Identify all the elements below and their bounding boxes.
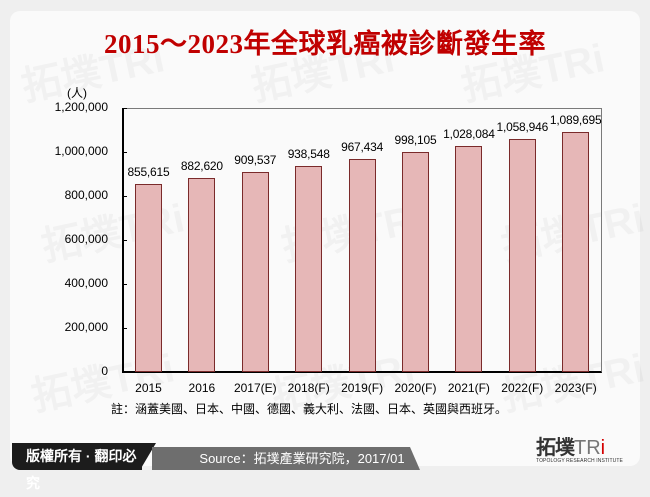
bar-2022(F) [508, 139, 536, 372]
bar-2023(F) [562, 132, 590, 372]
bar-value-label: 938,548 [287, 146, 330, 161]
y-tick-mark [122, 108, 127, 109]
x-tick-label: 2017(E) [233, 381, 277, 395]
bar-2016 [188, 177, 216, 372]
y-tick-label: 200,000 [64, 320, 108, 334]
y-tick-mark [122, 284, 127, 285]
y-tick-mark [122, 196, 127, 197]
x-tick-label: 2023(F) [554, 381, 597, 395]
chart-title: 2015～2023年全球乳癌被診斷發生率 [104, 29, 546, 59]
bar-value-label: 909,537 [234, 152, 277, 167]
y-tick-label: 0 [101, 364, 108, 378]
y-tick-mark [122, 152, 127, 153]
logo-subtitle: TOPOLOGY RESEARCH INSTITUTE [536, 458, 623, 464]
copyright-banner: 版權所有 · 翻印必究 [12, 443, 142, 491]
x-tick-label: 2015 [135, 381, 162, 395]
logo-en: TRi [574, 437, 606, 459]
bar-value-label: 1,089,695 [549, 113, 602, 128]
source-banner-slant [410, 447, 420, 470]
bar-value-label: 1,028,084 [443, 126, 495, 141]
x-tick-label: 2022(F) [501, 381, 544, 395]
chart-note: 註：涵蓋美國、日本、中國、德國、義大利、法國、日本、英國與西班牙。 [111, 402, 508, 416]
logo-mark: 拓墣TRi [536, 431, 636, 460]
logo-cn: 拓墣 [536, 437, 575, 459]
bar-value-label: 1,058,946 [496, 120, 549, 135]
y-tick-label: 400,000 [64, 276, 108, 290]
x-tick-label: 2018(F) [287, 381, 330, 395]
bar-2019(F) [348, 159, 376, 372]
x-tick-label: 2021(F) [447, 381, 490, 395]
y-tick-label: 1,200,000 [54, 100, 108, 114]
source-banner [152, 447, 410, 470]
bar-value-label: 967,434 [341, 140, 384, 155]
bar-2018(F) [295, 165, 323, 372]
y-tick-label: 1,000,000 [54, 144, 108, 158]
bar-2021(F) [455, 145, 483, 372]
y-tick-label: 800,000 [64, 188, 108, 202]
bar-value-label: 855,615 [127, 164, 170, 179]
x-tick-label: 2020(F) [394, 381, 437, 395]
y-tick-mark [122, 372, 127, 373]
bar-2020(F) [402, 152, 429, 372]
tri-logo: 拓墣TRi TOPOLOGY RESEARCH INSTITUTE [536, 431, 636, 464]
y-axis-unit: (人) [67, 86, 87, 100]
bar-2015 [135, 183, 162, 372]
bar-value-label: 998,105 [394, 133, 437, 148]
y-tick-label: 600,000 [64, 232, 108, 246]
x-tick-label: 2016 [188, 381, 216, 395]
x-tick-label: 2019(F) [341, 381, 384, 395]
y-tick-mark [122, 240, 127, 241]
bar-value-label: 882,620 [180, 158, 223, 173]
source-text: Source：拓墣產業研究院，2017/01 [199, 451, 405, 466]
bar-2017(E) [241, 171, 269, 372]
y-tick-mark [122, 328, 127, 329]
